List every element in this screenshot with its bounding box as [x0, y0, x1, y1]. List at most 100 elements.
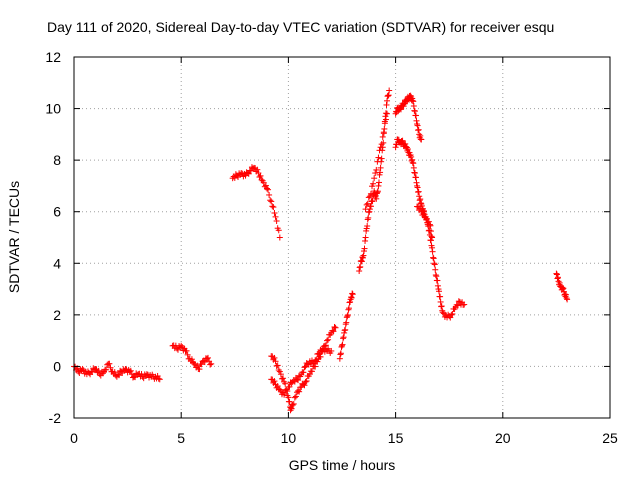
data-point: [357, 263, 364, 270]
y-tick-label: 0: [53, 358, 61, 374]
data-point: [343, 319, 350, 326]
data-point: [337, 351, 344, 358]
data-point: [560, 288, 567, 295]
data-point: [563, 291, 570, 298]
data-point: [372, 170, 379, 177]
data-point: [377, 144, 384, 151]
data-point: [198, 361, 205, 368]
data-point: [408, 153, 415, 160]
data-point: [417, 205, 424, 212]
data-point: [265, 186, 272, 193]
data-point: [430, 254, 437, 261]
data-point: [413, 179, 420, 186]
data-point: [369, 198, 376, 205]
data-point: [122, 366, 129, 373]
data-point: [274, 362, 281, 369]
data-point: [415, 189, 422, 196]
data-point: [329, 327, 336, 334]
data-point: [330, 328, 337, 335]
data-point: [414, 182, 421, 189]
data-point: [349, 290, 356, 297]
data-point: [178, 342, 185, 349]
data-point: [377, 169, 384, 176]
data-point: [273, 362, 280, 369]
data-point: [411, 170, 418, 177]
data-point: [411, 108, 418, 115]
data-point: [285, 394, 292, 401]
data-point: [374, 188, 381, 195]
data-point: [427, 222, 434, 229]
data-point: [378, 141, 385, 148]
data-point: [103, 366, 110, 373]
data-point: [356, 264, 363, 271]
data-point: [385, 92, 392, 99]
data-point: [365, 214, 372, 221]
data-point: [317, 353, 324, 360]
data-point: [366, 208, 373, 215]
data-point: [301, 364, 308, 371]
data-point: [370, 180, 377, 187]
data-point: [412, 174, 419, 181]
data-point: [205, 354, 211, 361]
data-point: [282, 380, 289, 387]
data-point: [274, 383, 281, 390]
data-point: [337, 350, 344, 357]
data-point: [281, 391, 288, 398]
data-point: [238, 170, 245, 177]
data-point: [409, 97, 416, 104]
data-point: [434, 277, 441, 284]
data-point: [273, 217, 280, 224]
data-point: [111, 369, 118, 376]
data-point: [332, 324, 339, 331]
plot-frame: [73, 56, 611, 419]
data-point: [286, 383, 293, 390]
data-point: [262, 182, 269, 189]
data-point: [382, 116, 389, 123]
data-point: [410, 102, 417, 109]
data-point: [415, 126, 422, 133]
data-point: [361, 245, 368, 252]
data-point: [373, 195, 380, 202]
data-point: [426, 221, 433, 228]
data-point: [183, 347, 190, 354]
data-point: [328, 347, 335, 354]
data-point: [367, 203, 374, 210]
data-point: [374, 158, 381, 165]
data-point: [385, 92, 392, 99]
data-point: [207, 361, 214, 368]
data-point: [272, 358, 279, 365]
data-point: [449, 310, 456, 317]
y-tick-label: 4: [53, 255, 61, 271]
data-point: [437, 298, 444, 305]
data-point: [438, 303, 445, 310]
y-axis-label: SDTVAR / TECUs: [6, 181, 22, 293]
data-point: [556, 279, 563, 286]
data-point: [342, 321, 349, 328]
data-point: [555, 274, 562, 281]
data-point: [402, 140, 409, 147]
data-point: [312, 357, 319, 364]
data-point: [431, 261, 438, 268]
data-point: [379, 133, 386, 140]
data-point: [381, 120, 388, 127]
data-point: [267, 197, 274, 204]
data-point: [276, 234, 283, 241]
data-point: [295, 377, 302, 384]
y-tick-label: 8: [53, 152, 61, 168]
data-point: [271, 210, 278, 217]
data-point: [312, 363, 319, 370]
data-point: [347, 298, 354, 305]
data-point: [272, 213, 279, 220]
data-point: [254, 166, 261, 173]
data-point: [560, 285, 567, 292]
data-point: [432, 272, 439, 279]
data-point: [409, 156, 416, 163]
data-point: [417, 132, 424, 139]
data-point: [414, 121, 421, 128]
data-point: [301, 382, 308, 389]
data-point: [429, 244, 436, 251]
data-point: [375, 182, 382, 189]
data-point: [553, 271, 560, 278]
data-point: [362, 206, 369, 213]
data-point: [439, 309, 446, 316]
